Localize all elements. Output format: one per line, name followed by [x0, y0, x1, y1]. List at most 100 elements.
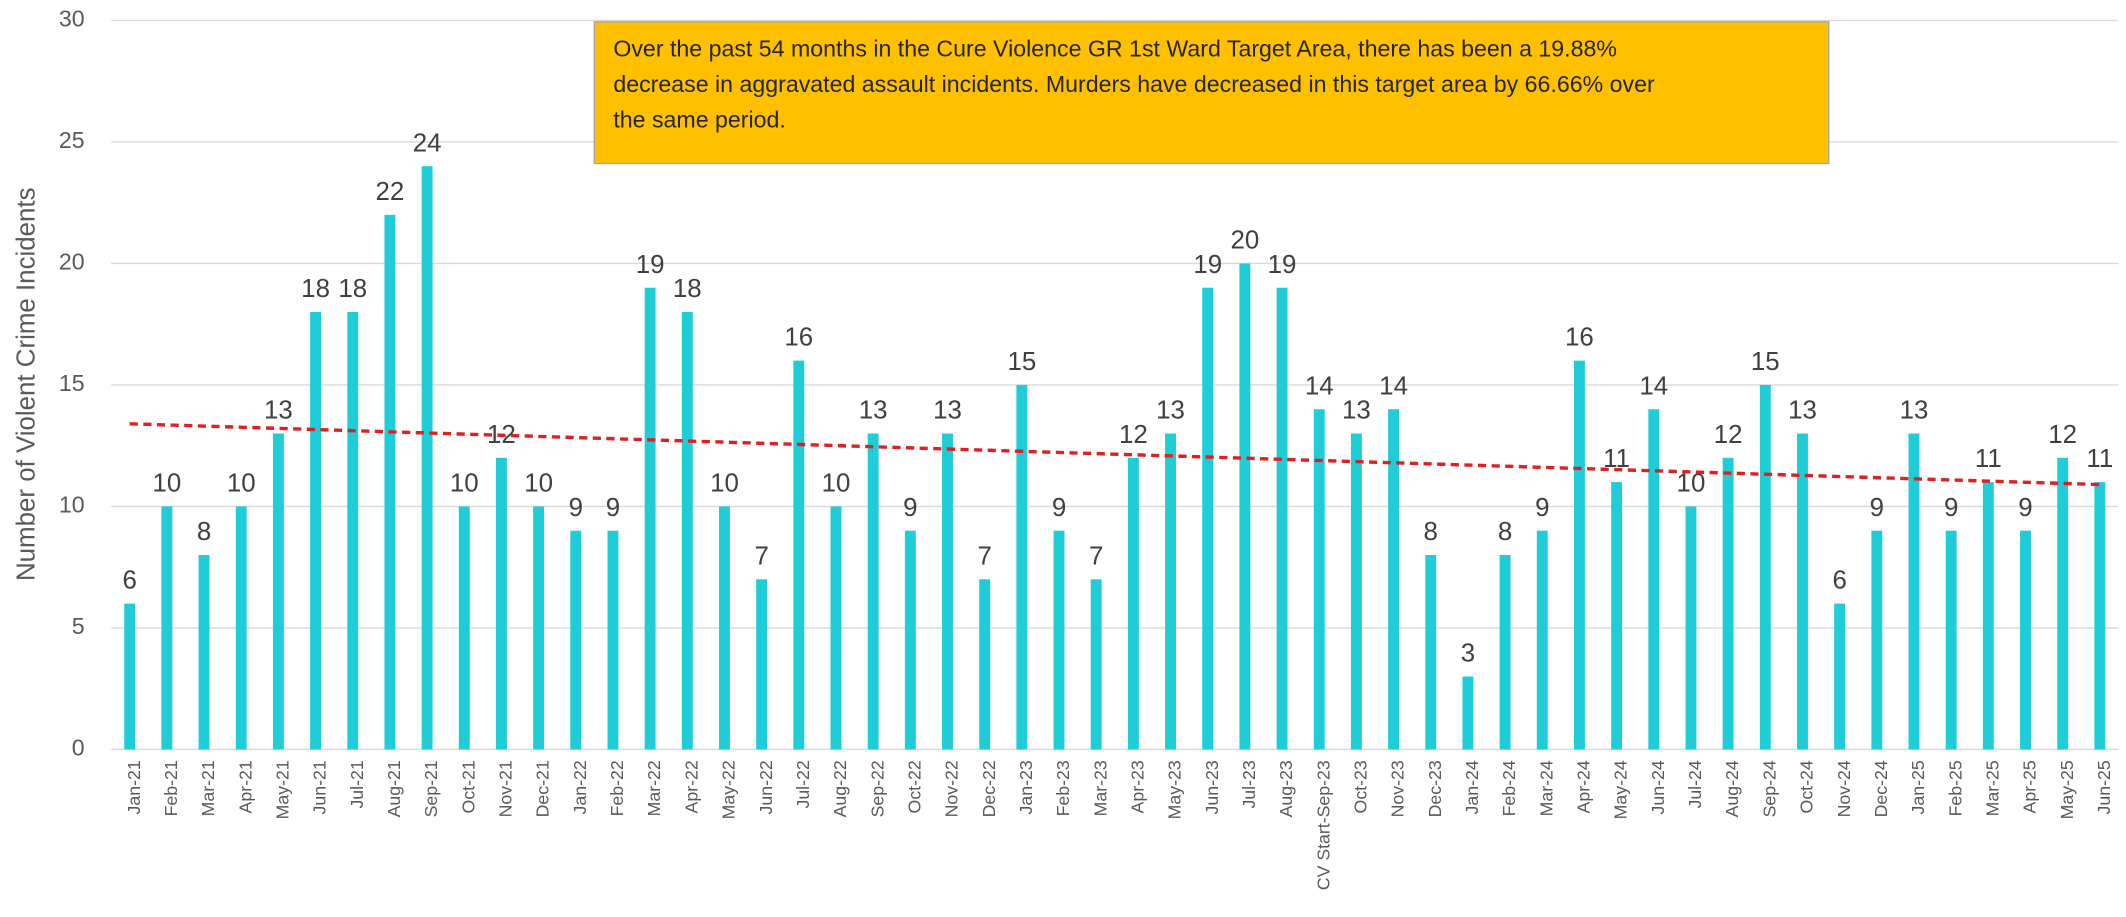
- bar: [2020, 530, 2031, 750]
- x-tick-label: Feb-25: [1945, 760, 1965, 816]
- data-label: 11: [1975, 445, 2002, 473]
- bar: [198, 555, 210, 750]
- data-label: 14: [1379, 372, 1408, 400]
- data-label: 18: [301, 275, 330, 303]
- bar: [533, 506, 545, 750]
- data-label: 16: [784, 324, 813, 352]
- x-tick-label: Dec-24: [1871, 760, 1891, 817]
- bar: [681, 312, 693, 750]
- data-label: 16: [1565, 324, 1594, 352]
- data-label: 9: [606, 494, 620, 522]
- bar: [1388, 409, 1400, 750]
- bar: [719, 506, 730, 750]
- x-tick-label: Mar-21: [198, 760, 218, 816]
- data-label: 19: [1268, 251, 1297, 279]
- data-label: 9: [903, 494, 917, 522]
- data-label: 9: [1535, 494, 1549, 522]
- bar: [1127, 457, 1139, 750]
- bar: [793, 360, 805, 750]
- x-tick-label: May-23: [1165, 760, 1185, 819]
- x-tick-label: Oct-21: [458, 760, 478, 813]
- bar: [904, 530, 916, 750]
- x-tick-label: Apr-22: [681, 760, 701, 813]
- data-label: 9: [1944, 494, 1958, 522]
- x-tick-label: CV Start-Sep-23: [1313, 760, 1333, 890]
- x-tick-label: Mar-22: [644, 760, 664, 816]
- data-label: 13: [859, 397, 888, 425]
- annotation-box: [593, 21, 1830, 165]
- data-label: 6: [123, 567, 137, 595]
- bar: [570, 530, 582, 750]
- data-label: 7: [1089, 542, 1103, 570]
- data-label: 10: [524, 469, 553, 497]
- data-label: 12: [1714, 421, 1743, 449]
- bar: [347, 312, 359, 750]
- x-tick-label: Jul-21: [347, 760, 367, 808]
- bar: [1462, 676, 1474, 750]
- x-tick-label: Mar-24: [1536, 760, 1556, 816]
- y-tick-label: 30: [59, 6, 85, 32]
- x-tick-label: Jan-21: [124, 760, 144, 814]
- data-label: 8: [197, 518, 211, 546]
- data-label: 22: [376, 178, 405, 206]
- bar: [272, 433, 284, 750]
- bar: [1053, 530, 1065, 750]
- data-label: 14: [1305, 372, 1334, 400]
- bar: [421, 166, 433, 750]
- x-tick-label: Oct-24: [1797, 760, 1817, 813]
- x-tick-label: Feb-21: [161, 760, 181, 816]
- x-tick-label: Nov-24: [1834, 760, 1854, 817]
- bar: [942, 433, 953, 750]
- x-tick-label: Sep-22: [867, 760, 887, 817]
- bar: [1797, 433, 1808, 750]
- x-tick-label: Jun-23: [1202, 760, 1222, 814]
- data-label: 24: [413, 129, 442, 157]
- bar: [1276, 287, 1288, 750]
- x-tick-label: Jul-22: [793, 760, 813, 808]
- y-tick-label: 0: [72, 735, 85, 761]
- bar: [1611, 482, 1623, 750]
- bar: [1834, 603, 1846, 750]
- bar: [1871, 530, 1883, 750]
- data-label: 15: [1007, 348, 1036, 376]
- data-label: 13: [1900, 397, 1929, 425]
- x-tick-label: Jan-24: [1462, 760, 1482, 814]
- bar: [756, 579, 768, 750]
- data-label: 13: [264, 397, 293, 425]
- x-tick-label: Aug-23: [1276, 760, 1296, 817]
- bar: [1313, 409, 1325, 750]
- y-tick-label: 15: [59, 370, 85, 396]
- data-label: 9: [1052, 494, 1066, 522]
- bar: [1759, 384, 1771, 750]
- x-tick-label: Feb-24: [1499, 760, 1519, 816]
- y-tick-label: 5: [72, 613, 85, 639]
- x-tick-label: Jan-23: [1016, 760, 1036, 814]
- bar: [1016, 384, 1028, 750]
- x-tick-label: Sep-21: [421, 760, 441, 817]
- x-tick-label: Aug-21: [384, 760, 404, 817]
- data-label: 18: [673, 275, 702, 303]
- bar: [1722, 457, 1734, 750]
- bar: [2094, 482, 2106, 750]
- data-label: 11: [2086, 445, 2113, 473]
- x-tick-label: Nov-22: [942, 760, 962, 817]
- x-tick-label: Apr-25: [2020, 760, 2040, 813]
- data-label: 19: [636, 251, 665, 279]
- bar: [830, 506, 842, 750]
- bar: [607, 530, 619, 750]
- x-tick-label: May-22: [719, 760, 739, 819]
- x-tick-label: Apr-21: [235, 760, 255, 813]
- bar: [1648, 409, 1660, 750]
- x-tick-label: May-21: [273, 760, 293, 819]
- x-tick-label: Oct-22: [904, 760, 924, 813]
- bar: [1425, 555, 1437, 750]
- x-tick-label: Jul-24: [1685, 760, 1705, 808]
- bar: [1499, 555, 1511, 750]
- x-tick-label: Jan-22: [570, 760, 590, 814]
- data-label: 9: [1870, 494, 1884, 522]
- data-label: 6: [1832, 567, 1846, 595]
- data-label: 3: [1461, 640, 1475, 668]
- annotation-text: Over the past 54 months in the Cure Viol…: [613, 36, 1617, 62]
- x-tick-label: Aug-22: [830, 760, 850, 817]
